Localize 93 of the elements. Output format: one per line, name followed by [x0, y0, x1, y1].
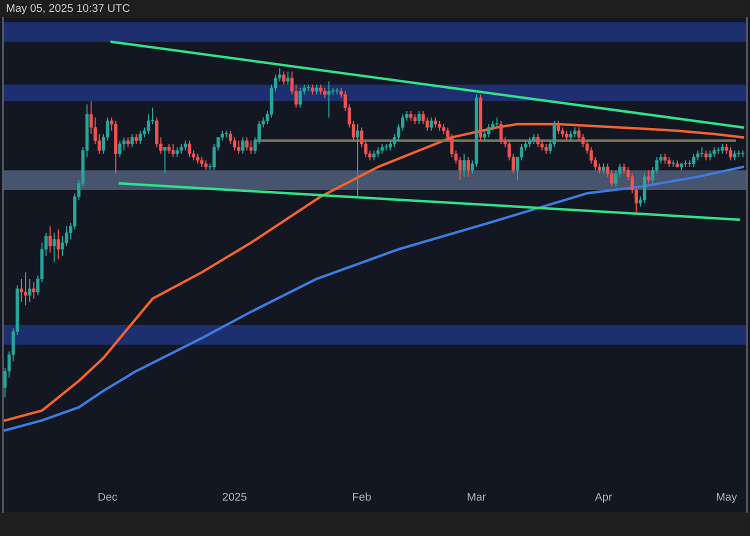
candlestick	[184, 140, 188, 152]
candlestick	[556, 120, 560, 135]
candlestick	[171, 143, 175, 158]
candlestick	[430, 117, 434, 132]
candlestick	[323, 87, 326, 98]
candlestick	[728, 146, 732, 161]
candlestick	[708, 150, 712, 161]
candlestick	[176, 146, 179, 158]
candlestick	[196, 153, 200, 164]
candlestick	[384, 143, 388, 152]
candlestick	[712, 146, 716, 158]
candlestick	[487, 124, 490, 138]
candlestick	[532, 133, 536, 144]
x-tick-label: 2025	[222, 492, 246, 501]
candlestick	[241, 136, 244, 154]
candlestick	[388, 140, 392, 152]
candlestick	[319, 84, 322, 96]
candlestick	[356, 124, 360, 198]
candlestick	[138, 130, 142, 144]
candlestick	[720, 143, 724, 154]
candlestick	[180, 143, 183, 154]
x-tick-label: Apr	[594, 492, 612, 503]
candlestick	[314, 84, 318, 96]
candlestick	[245, 136, 249, 152]
candlestick	[298, 87, 302, 108]
candlestick	[20, 278, 24, 302]
candlestick	[286, 70, 290, 86]
candlestick	[327, 80, 331, 118]
candlestick	[188, 140, 192, 158]
candlestick	[577, 126, 581, 142]
text: May 05, 2025 10:37 UTC	[6, 4, 130, 14]
candlestick	[564, 130, 568, 142]
x-tick-label: Feb	[353, 492, 371, 501]
candlestick	[536, 133, 540, 148]
candlestick	[118, 140, 122, 158]
candlestick	[672, 160, 675, 168]
candlestick	[560, 126, 564, 138]
candlestick	[60, 236, 64, 256]
candlestick	[544, 143, 548, 154]
candlestick	[667, 156, 671, 168]
candlestick	[462, 153, 466, 178]
candlestick	[48, 226, 52, 254]
candlestick	[528, 136, 532, 148]
candlestick	[614, 170, 618, 188]
candlestick	[466, 156, 470, 178]
candlestick	[167, 143, 171, 154]
candlestick	[646, 170, 650, 184]
candlestick	[495, 117, 499, 128]
candlestick	[249, 140, 253, 154]
candlestick	[163, 146, 167, 174]
candlestick	[32, 282, 36, 300]
x-tick-label: May	[716, 492, 737, 503]
candlestick	[130, 133, 134, 148]
candlestick	[573, 126, 576, 138]
candlestick	[409, 110, 413, 122]
candlestick	[28, 278, 32, 302]
candlestick	[663, 153, 667, 164]
candlestick	[237, 140, 240, 154]
candlestick	[610, 170, 614, 188]
candlestick	[733, 150, 736, 161]
candlestick	[155, 117, 158, 148]
candlestick	[602, 163, 606, 174]
candlestick	[499, 120, 503, 144]
candlestick	[64, 226, 68, 247]
candlestick	[642, 172, 646, 204]
candlestick	[426, 117, 429, 132]
candlestick	[737, 150, 740, 158]
candlestick	[204, 160, 208, 171]
x-tick-label: Dec	[98, 492, 118, 501]
candlestick	[540, 140, 544, 152]
candlestick	[372, 150, 376, 161]
candlestick	[434, 117, 438, 128]
candlestick	[310, 84, 314, 96]
candlestick	[282, 70, 286, 86]
x-tick-label: Mar	[468, 492, 486, 501]
candlestick	[232, 136, 236, 152]
candlestick	[704, 150, 708, 161]
candlestick	[438, 120, 442, 132]
candlestick	[24, 272, 28, 306]
candlestick	[692, 153, 696, 168]
candlestick	[134, 133, 138, 144]
candlestick	[700, 146, 704, 158]
candlestick	[376, 146, 380, 158]
candlestick	[126, 136, 130, 148]
candlestick	[52, 232, 56, 263]
candlestick	[200, 156, 204, 168]
candlestick	[380, 143, 384, 154]
candlestick	[590, 146, 593, 164]
candlestick	[569, 130, 572, 142]
candlestick	[458, 156, 462, 181]
candlestick	[417, 110, 421, 125]
candlestick	[413, 114, 417, 125]
candlestick	[56, 228, 60, 260]
